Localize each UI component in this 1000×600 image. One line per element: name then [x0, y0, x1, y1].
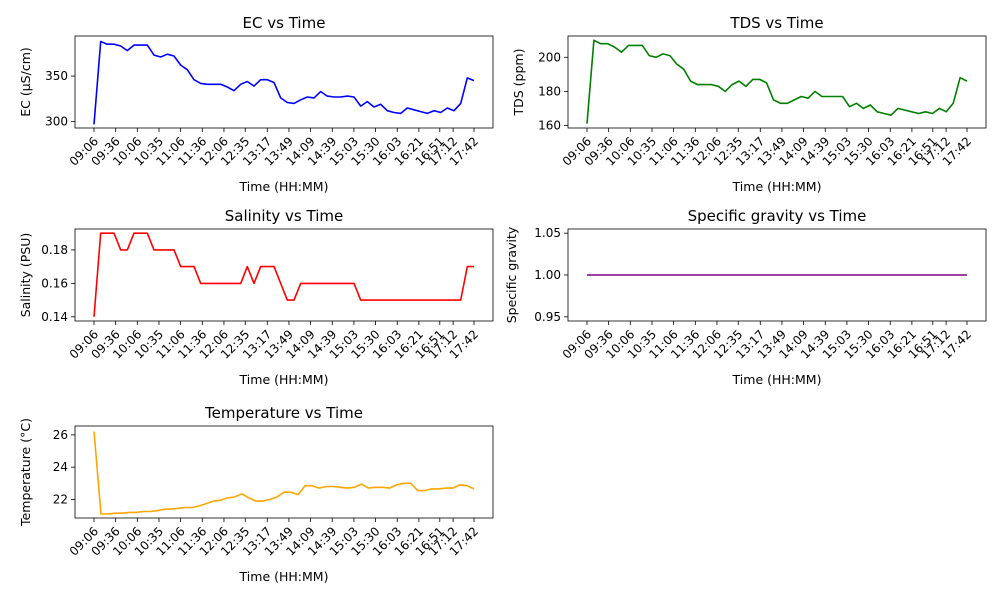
- y-tick-label: 0.18: [41, 243, 68, 257]
- y-tick-label: 0.16: [41, 276, 68, 290]
- plot-frame: [74, 425, 494, 519]
- chart-panel: Specific gravity vs Time0.951.001.0509:0…: [504, 207, 987, 387]
- plot-frame: [74, 35, 494, 129]
- chart-title: Specific gravity vs Time: [688, 207, 867, 225]
- y-tick-label: 350: [45, 69, 68, 83]
- y-axis-label: Salinity (PSU): [18, 233, 33, 318]
- chart-panel: Salinity vs Time0.140.160.1809:0609:3610…: [18, 207, 494, 387]
- y-tick-label: 180: [538, 84, 561, 98]
- plot-frame: [74, 228, 494, 322]
- y-tick-label: 26: [53, 428, 68, 442]
- series-line: [93, 232, 474, 317]
- y-tick-label: 0.14: [41, 310, 68, 324]
- chart-title: Temperature vs Time: [204, 404, 363, 422]
- x-axis-label: Time (HH:MM): [732, 372, 822, 387]
- chart-title: TDS vs Time: [729, 14, 823, 32]
- y-axis-label: EC (µS/cm): [18, 47, 33, 117]
- y-tick-label: 300: [45, 115, 68, 129]
- y-tick-label: 24: [53, 460, 68, 474]
- y-tick-label: 160: [538, 118, 561, 132]
- x-axis-label: Time (HH:MM): [732, 179, 822, 194]
- y-tick-label: 1.05: [534, 226, 561, 240]
- y-axis-label: Specific gravity: [504, 226, 519, 323]
- chart-panel: EC vs Time30035009:0609:3610:0610:3511:0…: [18, 14, 494, 194]
- x-axis-label: Time (HH:MM): [239, 179, 329, 194]
- series-line: [586, 39, 968, 124]
- chart-panel: Temperature vs Time22242609:0609:3610:06…: [18, 404, 494, 584]
- x-axis-label: Time (HH:MM): [239, 372, 329, 387]
- y-tick-label: 200: [538, 50, 561, 64]
- x-axis-label: Time (HH:MM): [239, 569, 329, 584]
- chart-panel: TDS vs Time16018020009:0609:3610:0610:35…: [511, 14, 987, 194]
- y-tick-label: 22: [53, 492, 68, 506]
- y-tick-label: 1.00: [534, 268, 561, 282]
- series-line: [93, 40, 475, 125]
- chart-title: EC vs Time: [243, 14, 326, 32]
- plot-frame: [567, 35, 987, 129]
- chart-title: Salinity vs Time: [225, 207, 343, 225]
- y-tick-label: 0.95: [534, 310, 561, 324]
- y-axis-label: Temperature (°C): [18, 418, 33, 527]
- series-line: [93, 431, 475, 515]
- y-axis-label: TDS (ppm): [511, 49, 526, 117]
